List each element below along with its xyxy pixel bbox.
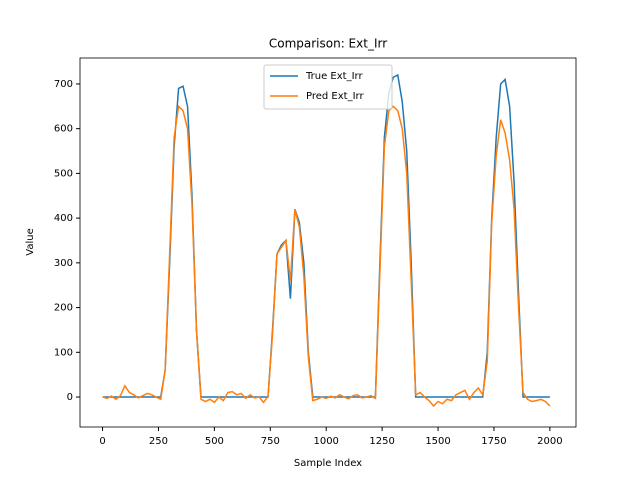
y-tick-label: 200 bbox=[54, 303, 73, 314]
y-tick-label: 600 bbox=[54, 124, 73, 135]
y-tick-label: 500 bbox=[54, 168, 73, 179]
legend-label: True Ext_Irr bbox=[305, 71, 363, 82]
x-tick-label: 750 bbox=[261, 436, 280, 447]
y-tick-label: 0 bbox=[67, 392, 73, 403]
plot-frame bbox=[79, 57, 577, 428]
x-tick-label: 250 bbox=[149, 436, 168, 447]
y-axis-label: Value bbox=[25, 228, 36, 255]
y-tick-label: 100 bbox=[54, 347, 73, 358]
series-line bbox=[102, 73, 550, 398]
x-tick-label: 1000 bbox=[313, 436, 338, 447]
x-tick-label: 2000 bbox=[537, 436, 562, 447]
x-tick-label: 1750 bbox=[481, 436, 506, 447]
x-tick-label: 1250 bbox=[369, 436, 394, 447]
x-axis-label: Sample Index bbox=[294, 458, 362, 469]
y-tick-label: 700 bbox=[54, 79, 73, 90]
x-tick-label: 500 bbox=[205, 436, 224, 447]
y-tick-label: 300 bbox=[54, 258, 73, 269]
series-line bbox=[102, 104, 551, 408]
x-tick-label: 1500 bbox=[425, 436, 450, 447]
y-tick-label: 400 bbox=[54, 213, 73, 224]
legend-label: Pred Ext_Irr bbox=[306, 91, 364, 102]
chart-title: Comparison: Ext_Irr bbox=[269, 37, 387, 51]
x-tick-label: 0 bbox=[99, 436, 105, 447]
